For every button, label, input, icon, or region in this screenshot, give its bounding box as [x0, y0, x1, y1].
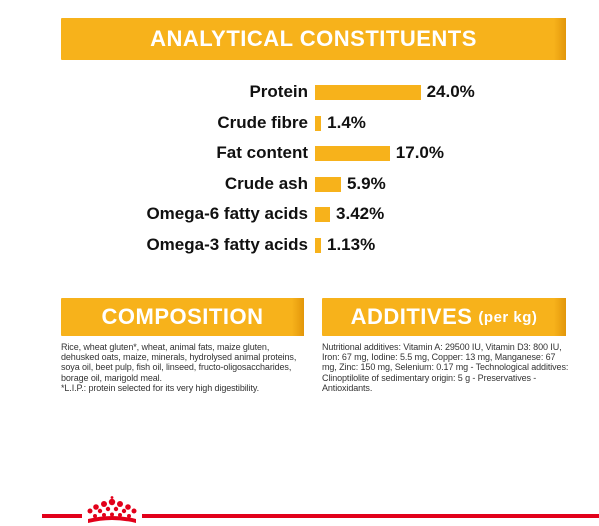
composition-title: COMPOSITION [101, 304, 264, 329]
royal-canin-crown-icon [82, 496, 142, 526]
additives-title: ADDITIVES [350, 304, 473, 329]
nutrient-bar [315, 85, 421, 100]
nutrient-value: 1.13% [327, 234, 376, 254]
composition-text-block: Rice, wheat gluten*, wheat, animal fats,… [61, 342, 306, 393]
nutrient-value: 5.9% [346, 173, 386, 193]
nutrient-row: Omega-6 fatty acids 3.42% [0, 202, 599, 226]
nutrient-label: Omega-3 fatty acids [146, 234, 308, 254]
nutrient-bar [315, 176, 341, 192]
nutrient-label: Fat content [216, 143, 308, 162]
nutrient-value: 3.42% [336, 204, 385, 223]
additives-text-block: Nutritional additives: Vitamin A: 29500 … [322, 342, 570, 393]
nutrient-label: Crude ash [224, 173, 308, 193]
additives-banner: ADDITIVES (per kg) [322, 298, 566, 336]
nutrient-value: 1.4% [327, 112, 366, 132]
composition-banner: COMPOSITION [61, 298, 304, 336]
nutrient-bar [315, 237, 321, 253]
nutrient-bar [315, 115, 322, 131]
nutrient-bar [315, 207, 331, 222]
nutrient-value: 24.0% [426, 82, 475, 101]
additives-details: Nutritional additives: Vitamin A: 29500 … [322, 342, 569, 393]
footer-red-line [42, 514, 599, 518]
composition-ingredients: Rice, wheat gluten*, wheat, animal fats,… [61, 342, 297, 383]
analytical-constituents-title: ANALYTICAL CONSTITUENTS [150, 26, 477, 51]
nutrient-label: Protein [249, 82, 308, 101]
nutrient-row: Crude ash 5.9% [0, 172, 599, 196]
nutrient-row: Crude fibre 1.4% [0, 111, 599, 135]
nutrient-label: Crude fibre [217, 112, 308, 132]
nutrient-value: 17.0% [395, 143, 444, 162]
banner-shade [554, 18, 566, 60]
nutrient-row: Protein 24.0% [0, 80, 599, 104]
analytical-constituents-banner: ANALYTICAL CONSTITUENTS [61, 18, 566, 60]
nutrient-row: Fat content 17.0% [0, 141, 599, 165]
nutrient-row: Omega-3 fatty acids 1.13% [0, 233, 599, 257]
composition-note: *L.I.P.: protein selected for its very h… [61, 382, 259, 393]
banner-shade [554, 298, 566, 336]
banner-shade [292, 298, 304, 336]
nutrient-bar [315, 146, 390, 161]
nutrient-label: Omega-6 fatty acids [146, 204, 308, 223]
additives-title-suffix: (per kg) [478, 308, 538, 326]
